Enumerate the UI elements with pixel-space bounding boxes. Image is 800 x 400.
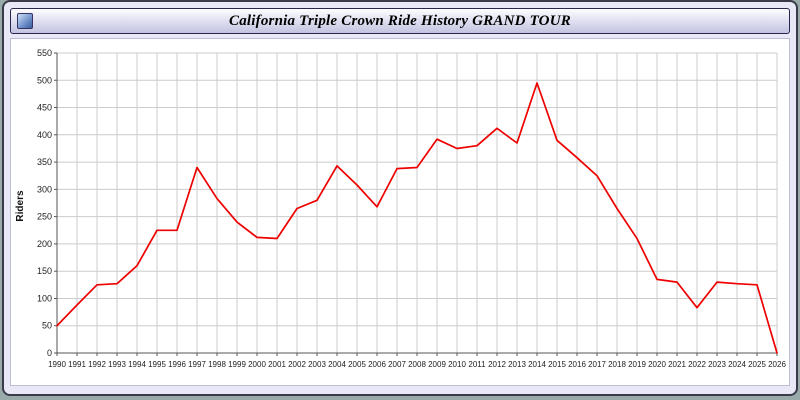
- svg-text:200: 200: [37, 239, 52, 249]
- svg-text:1995: 1995: [148, 360, 166, 369]
- svg-text:350: 350: [37, 157, 52, 167]
- svg-text:2006: 2006: [368, 360, 386, 369]
- svg-text:0: 0: [47, 348, 52, 358]
- svg-text:300: 300: [37, 184, 52, 194]
- svg-text:1992: 1992: [88, 360, 106, 369]
- page-title: California Triple Crown Ride History GRA…: [229, 12, 571, 29]
- svg-text:2008: 2008: [408, 360, 426, 369]
- svg-text:2007: 2007: [388, 360, 406, 369]
- y-axis-title: Riders: [15, 190, 26, 222]
- svg-text:1996: 1996: [168, 360, 186, 369]
- svg-text:550: 550: [37, 48, 52, 58]
- svg-text:500: 500: [37, 75, 52, 85]
- svg-text:2016: 2016: [568, 360, 586, 369]
- svg-text:2021: 2021: [668, 360, 686, 369]
- svg-text:2012: 2012: [488, 360, 506, 369]
- chart-panel: 0 50 100 150 200 250 300 350 400 450 500 550 1990 199…: [10, 38, 790, 386]
- svg-text:2024: 2024: [728, 360, 746, 369]
- svg-text:2011: 2011: [468, 360, 486, 369]
- svg-text:2003: 2003: [308, 360, 326, 369]
- svg-text:2009: 2009: [428, 360, 446, 369]
- svg-text:2000: 2000: [248, 360, 266, 369]
- svg-text:1997: 1997: [188, 360, 206, 369]
- svg-text:2002: 2002: [288, 360, 306, 369]
- chart-window-icon: [17, 13, 33, 29]
- svg-text:1993: 1993: [108, 360, 126, 369]
- svg-text:2014: 2014: [528, 360, 546, 369]
- svg-text:2022: 2022: [688, 360, 706, 369]
- svg-text:1991: 1991: [68, 360, 86, 369]
- svg-text:2019: 2019: [628, 360, 646, 369]
- svg-text:1990: 1990: [48, 360, 66, 369]
- svg-text:50: 50: [42, 321, 52, 331]
- svg-text:400: 400: [37, 130, 52, 140]
- svg-text:2020: 2020: [648, 360, 666, 369]
- svg-text:2015: 2015: [548, 360, 566, 369]
- svg-text:2013: 2013: [508, 360, 526, 369]
- svg-text:1999: 1999: [228, 360, 246, 369]
- svg-text:1994: 1994: [128, 360, 146, 369]
- svg-text:1998: 1998: [208, 360, 226, 369]
- svg-text:2010: 2010: [448, 360, 466, 369]
- title-bar: California Triple Crown Ride History GRA…: [10, 8, 790, 34]
- svg-text:2018: 2018: [608, 360, 626, 369]
- svg-text:250: 250: [37, 212, 52, 222]
- svg-text:2026: 2026: [768, 360, 786, 369]
- svg-text:450: 450: [37, 103, 52, 113]
- svg-text:2017: 2017: [588, 360, 606, 369]
- svg-text:2004: 2004: [328, 360, 346, 369]
- svg-text:2005: 2005: [348, 360, 366, 369]
- svg-text:100: 100: [37, 294, 52, 304]
- svg-text:150: 150: [37, 266, 52, 276]
- svg-text:2025: 2025: [748, 360, 766, 369]
- svg-text:2023: 2023: [708, 360, 726, 369]
- svg-text:2001: 2001: [268, 360, 286, 369]
